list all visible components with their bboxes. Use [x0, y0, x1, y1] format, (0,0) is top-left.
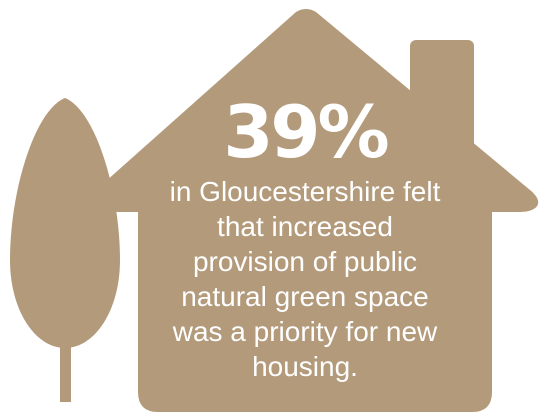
tree-icon: [10, 98, 120, 402]
house-body: [88, 9, 539, 412]
statistic-panel: 39% in Gloucestershire felt that increas…: [140, 92, 470, 384]
stat-percentage: 39%: [223, 90, 389, 174]
tree-trunk: [60, 300, 71, 402]
tree-canopy: [10, 98, 120, 348]
stat-description: in Gloucestershire felt that increased p…: [169, 176, 441, 382]
house-icon: [88, 9, 539, 412]
